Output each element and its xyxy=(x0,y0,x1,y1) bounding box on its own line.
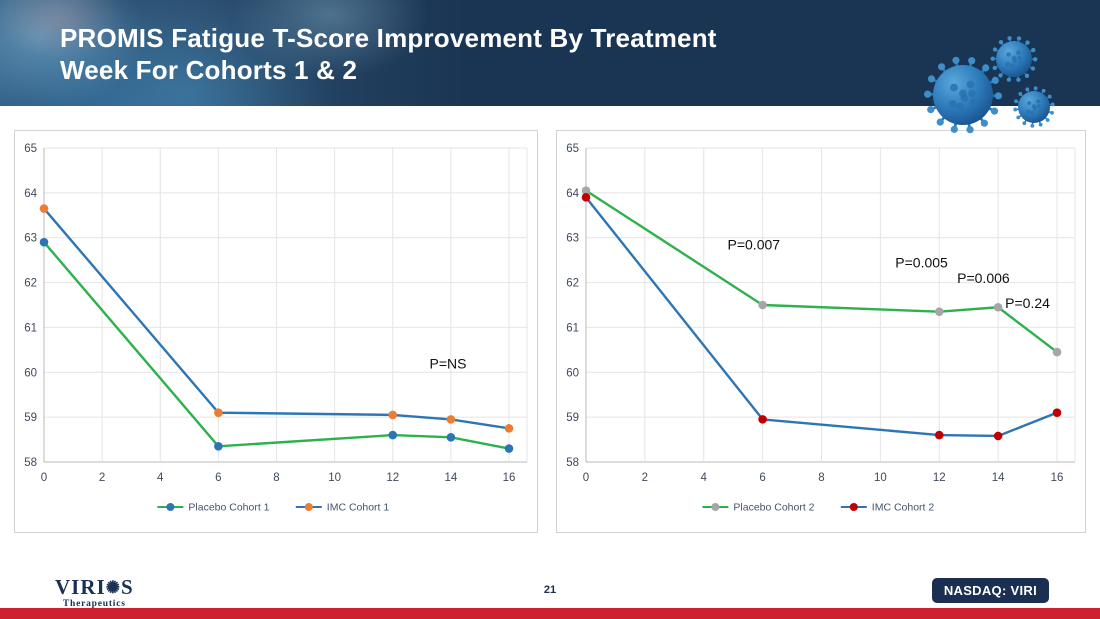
data-point xyxy=(581,193,591,202)
data-point xyxy=(39,237,49,247)
x-axis-tick-label: 10 xyxy=(328,472,341,484)
legend-item-label: Placebo Cohort 1 xyxy=(188,502,269,514)
cohort1-chart-panel: 58 59 60 61 62 63 64 65 0 2 4 6 8 10 12 14 16 P=NS Placebo… xyxy=(14,130,538,533)
y-axis-tick-label: 65 xyxy=(24,143,37,155)
slide-title-line2: Week For Cohorts 1 & 2 xyxy=(60,55,358,85)
slide-header: PROMIS Fatigue T-Score Improvement By Tr… xyxy=(0,0,1100,106)
x-axis-tick-label: 8 xyxy=(818,472,824,484)
y-axis-tick-label: 63 xyxy=(566,233,579,245)
y-axis-tick-label: 64 xyxy=(566,188,579,200)
data-point xyxy=(504,424,514,433)
y-axis-tick-label: 65 xyxy=(566,143,579,155)
legend-item-label: IMC Cohort 2 xyxy=(872,502,935,514)
data-point xyxy=(934,307,944,317)
logo-subtitle: Therapeutics xyxy=(62,599,126,609)
y-axis-tick-label: 60 xyxy=(566,367,579,379)
data-point xyxy=(388,430,398,440)
annotation-label: P=0.005 xyxy=(895,254,948,270)
x-axis-tick-label: 12 xyxy=(386,472,399,484)
y-axis-tick-label: 64 xyxy=(24,188,37,200)
x-axis-tick-label: 4 xyxy=(157,472,164,484)
legend-item-label: IMC Cohort 1 xyxy=(327,502,390,514)
y-axis-tick-label: 59 xyxy=(24,412,37,424)
x-axis-tick-label: 0 xyxy=(583,472,589,484)
data-point xyxy=(446,433,456,442)
y-axis-tick-label: 61 xyxy=(566,322,579,334)
nasdaq-ticker-badge: NASDAQ: VIRI xyxy=(931,578,1049,603)
x-axis-tick-label: 8 xyxy=(273,472,279,484)
slide-title: PROMIS Fatigue T-Score Improvement By Tr… xyxy=(60,22,717,86)
x-axis-tick-label: 2 xyxy=(99,472,105,484)
x-axis-tick-label: 16 xyxy=(1051,472,1064,484)
data-point xyxy=(214,442,223,451)
legend-marker xyxy=(304,503,313,511)
data-point xyxy=(39,204,49,213)
y-axis-tick-label: 58 xyxy=(24,457,37,469)
cohort2-chart: 58 59 60 61 62 63 64 65 0 2 4 6 8 10 12 14 16 P=0.007 P=0.… xyxy=(566,143,1076,514)
data-point xyxy=(581,186,591,195)
data-point xyxy=(1052,408,1062,417)
x-axis-tick-label: 12 xyxy=(933,472,946,484)
y-axis-tick-label: 61 xyxy=(24,322,37,334)
legend-marker xyxy=(849,503,858,511)
dna-background-image xyxy=(0,0,620,106)
y-axis-tick-label: 63 xyxy=(24,233,37,245)
annotation-label: P=0.007 xyxy=(728,236,781,252)
logo-text-prefix: VIRI xyxy=(55,575,106,599)
data-point xyxy=(993,431,1003,441)
data-point xyxy=(758,415,767,424)
annotation-label: P=0.24 xyxy=(1005,295,1050,311)
x-axis-tick-label: 2 xyxy=(642,472,648,484)
x-axis-tick-label: 6 xyxy=(759,472,765,484)
bottom-accent-bar xyxy=(0,608,1100,619)
data-point xyxy=(388,410,398,420)
y-axis-tick-label: 60 xyxy=(24,367,37,379)
y-axis-tick-label: 62 xyxy=(24,278,37,290)
y-axis-tick-label: 59 xyxy=(566,412,579,424)
virios-logo: VIRI✺S Therapeutics xyxy=(55,577,134,610)
x-axis-tick-label: 10 xyxy=(874,472,887,484)
x-axis-tick-label: 6 xyxy=(215,472,221,484)
x-axis-tick-label: 16 xyxy=(503,472,516,484)
x-axis-tick-label: 4 xyxy=(701,472,708,484)
legend-item-label: Placebo Cohort 2 xyxy=(733,502,814,514)
annotation-label: P=0.006 xyxy=(957,270,1010,286)
y-axis-tick-label: 58 xyxy=(566,457,579,469)
data-point xyxy=(1052,347,1062,357)
x-axis-tick-label: 0 xyxy=(41,472,47,484)
slide-title-line1: PROMIS Fatigue T-Score Improvement By Tr… xyxy=(60,23,717,53)
cohort1-chart: 58 59 60 61 62 63 64 65 0 2 4 6 8 10 12 14 16 P=NS Placebo… xyxy=(24,143,528,514)
y-axis-tick-label: 62 xyxy=(566,278,579,290)
data-point xyxy=(214,408,223,417)
page-number: 21 xyxy=(543,584,557,596)
legend-marker xyxy=(166,503,175,511)
data-point xyxy=(993,302,1003,312)
cohort2-chart-panel: 58 59 60 61 62 63 64 65 0 2 4 6 8 10 12 14 16 P=0.007 P=0.… xyxy=(556,130,1086,533)
data-point xyxy=(758,300,767,310)
annotation-label: P=NS xyxy=(429,355,466,371)
legend-marker xyxy=(711,503,720,511)
data-point xyxy=(446,415,456,424)
x-axis-tick-label: 14 xyxy=(444,472,457,484)
x-axis-tick-label: 14 xyxy=(992,472,1005,484)
data-point xyxy=(504,444,514,453)
virus-logo-icon: ✺ xyxy=(105,578,121,597)
logo-text-suffix: S xyxy=(120,575,134,599)
data-point xyxy=(934,430,944,440)
